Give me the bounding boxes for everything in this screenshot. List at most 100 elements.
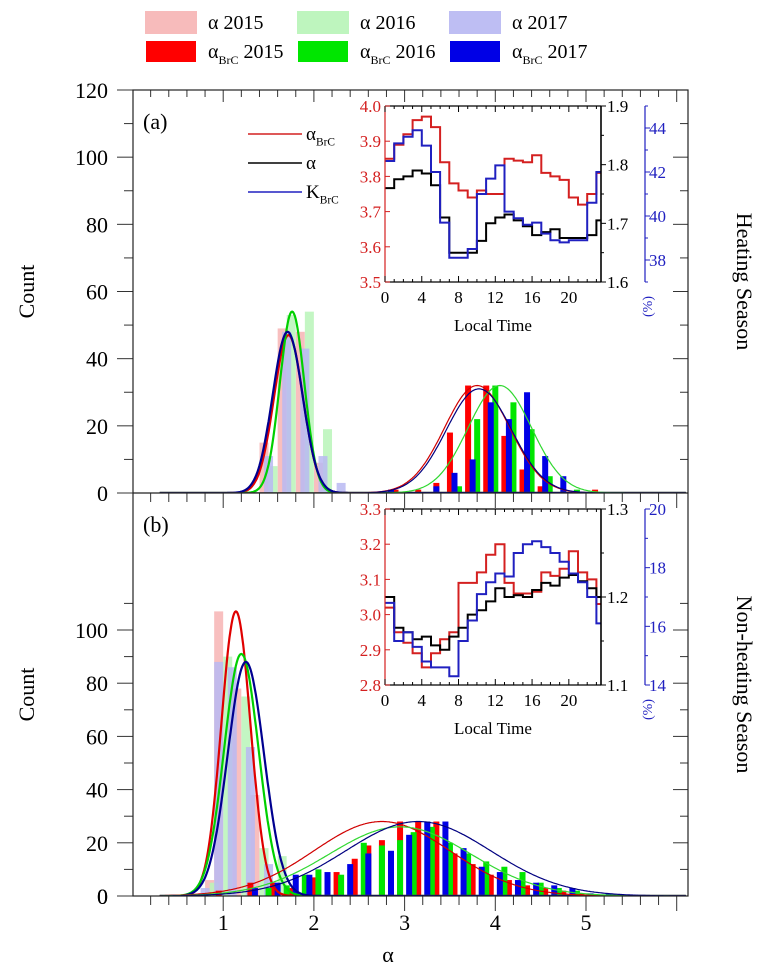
bar xyxy=(315,869,322,896)
inset-left-tick-label: 3.5 xyxy=(360,273,381,292)
inset-left-tick-label: 3.7 xyxy=(360,203,382,222)
bar xyxy=(424,821,431,896)
y-tick-label: 100 xyxy=(75,618,108,643)
inset-left-tick-label: 2.9 xyxy=(360,641,381,660)
bar xyxy=(483,861,490,896)
inset-x-tick-label: 16 xyxy=(524,288,541,307)
inset-x-tick-label: 0 xyxy=(381,288,390,307)
panel-label: (a) xyxy=(143,109,167,134)
bar xyxy=(446,842,453,896)
inset-far-right-tick-label: 16 xyxy=(649,617,666,636)
inset-right-tick-label: 1.8 xyxy=(607,156,628,175)
y-tick-label: 20 xyxy=(86,831,108,856)
inset-x-tick-label: 8 xyxy=(454,288,463,307)
bar xyxy=(268,466,278,493)
bar xyxy=(505,880,512,896)
inset-x-tick-label: 8 xyxy=(454,691,463,710)
y-axis-label: Count xyxy=(14,265,39,319)
legend-label: αBrC 2017 xyxy=(512,41,588,67)
bar xyxy=(333,872,340,896)
bar xyxy=(247,882,254,896)
fit-curve-αbrc-2016-fit xyxy=(159,384,686,493)
bar xyxy=(451,472,458,493)
bar xyxy=(469,459,476,493)
bar xyxy=(277,856,287,896)
bar xyxy=(469,864,476,896)
bar xyxy=(474,419,481,493)
inset-left-tick-label: 3.6 xyxy=(360,238,381,257)
y-tick-label: 20 xyxy=(86,414,108,439)
x-tick-label: 3 xyxy=(399,910,410,935)
diurnal-line-α xyxy=(385,574,601,651)
bar xyxy=(397,840,404,896)
bar xyxy=(295,331,305,493)
inset-x-tick-label: 4 xyxy=(418,288,427,307)
legend-swatch-3 xyxy=(449,11,501,34)
diurnal-line-kbrc xyxy=(385,129,601,259)
panel-label: (b) xyxy=(143,512,169,537)
y-tick-label: 60 xyxy=(86,724,108,749)
x-tick-label: 1 xyxy=(218,910,229,935)
bar xyxy=(542,456,549,493)
bar xyxy=(415,821,422,896)
bar xyxy=(365,853,372,896)
x-axis-label: α xyxy=(382,942,394,967)
bar xyxy=(551,885,558,896)
plot-area xyxy=(159,310,686,493)
bar xyxy=(310,877,317,896)
bar xyxy=(510,402,517,493)
inset-right-tick-label: 1.3 xyxy=(607,500,628,519)
panel-non-heating-season: 0 20 40 60 80 100 0 Count Non-heating Season (b) 0… xyxy=(14,500,757,911)
bar xyxy=(283,885,290,896)
inset-left-tick-label: 3.8 xyxy=(360,167,381,186)
y-tick-label: 80 xyxy=(86,212,108,237)
fit-curve-α-2017-fit xyxy=(159,660,686,896)
inset-right-tick-label: 1.6 xyxy=(607,273,628,292)
bar xyxy=(465,385,472,493)
legend-swatch-5 xyxy=(298,41,348,62)
y-tick-label: 0 xyxy=(97,884,108,909)
legend-label: α 2015 xyxy=(208,12,263,34)
bar xyxy=(519,469,526,493)
fit-curve-αbrc-2016-fit xyxy=(159,826,686,896)
bar xyxy=(264,864,274,896)
inset-x-tick-label: 20 xyxy=(560,288,577,307)
inset-legend-label: αBrC xyxy=(306,124,335,149)
y-tick-label: 40 xyxy=(86,347,108,372)
inset-right-tick-label: 1.1 xyxy=(607,676,628,695)
bar xyxy=(338,874,345,896)
bar xyxy=(205,880,215,896)
bar-series-αbrc-2017 xyxy=(387,392,567,493)
bar xyxy=(514,880,521,896)
bar xyxy=(524,392,531,493)
inset-far-right-tick-label: 44 xyxy=(649,119,667,138)
bar xyxy=(483,385,490,493)
fit-curve-α-2016-fit xyxy=(159,652,686,896)
y-tick-label: 60 xyxy=(86,280,108,305)
bar xyxy=(415,489,422,493)
bar xyxy=(456,486,463,493)
season-label: Non-heating Season xyxy=(732,596,757,774)
bar xyxy=(537,486,544,493)
bar xyxy=(259,442,269,493)
inset-left-tick-label: 3.3 xyxy=(360,500,381,519)
y-axis: 0 20 40 60 80 100 0 xyxy=(75,602,688,911)
y-tick-label: 40 xyxy=(86,778,108,803)
bar xyxy=(318,456,328,493)
bar xyxy=(501,435,508,493)
bar xyxy=(251,888,258,896)
bar xyxy=(347,864,354,896)
inset-right-tick-label: 1.9 xyxy=(607,97,628,116)
bar xyxy=(446,432,453,493)
bar xyxy=(336,482,346,493)
x-tick-label: 5 xyxy=(581,910,592,935)
legend-label: α 2017 xyxy=(512,12,567,34)
bar xyxy=(387,850,394,896)
bar xyxy=(487,874,494,896)
bar xyxy=(264,456,274,493)
bar xyxy=(465,853,472,896)
bar-series-α-2017 xyxy=(264,331,346,493)
y-axis-label: Count xyxy=(14,668,39,722)
bar xyxy=(306,874,313,896)
